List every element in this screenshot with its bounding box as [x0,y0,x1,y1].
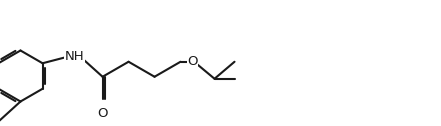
Text: O: O [187,55,198,68]
Text: O: O [97,107,108,120]
Text: NH: NH [65,50,84,63]
